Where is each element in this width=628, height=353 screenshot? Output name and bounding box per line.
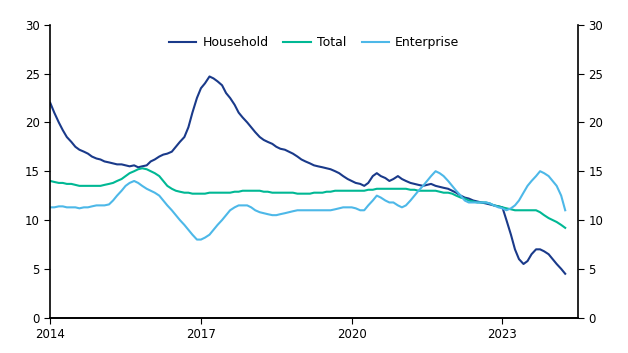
Household — [50, 110, 58, 115]
Enterprise — [348, 205, 355, 209]
Total — [348, 189, 355, 193]
Total — [46, 179, 54, 183]
Total — [201, 192, 208, 196]
Enterprise — [80, 205, 88, 209]
Household — [561, 272, 569, 276]
Total — [147, 169, 154, 173]
Enterprise — [561, 208, 569, 213]
Household — [276, 146, 284, 151]
Household — [46, 101, 54, 105]
Enterprise — [432, 169, 440, 173]
Total — [138, 166, 146, 170]
Line: Enterprise: Enterprise — [50, 171, 565, 240]
Enterprise — [50, 205, 58, 209]
Household — [197, 86, 205, 90]
Enterprise — [201, 235, 208, 240]
Enterprise — [276, 212, 284, 216]
Enterprise — [193, 238, 201, 242]
Household — [80, 150, 88, 154]
Enterprise — [46, 205, 54, 209]
Total — [561, 226, 569, 230]
Line: Total: Total — [50, 168, 565, 228]
Enterprise — [143, 187, 151, 191]
Total — [80, 184, 88, 188]
Household — [143, 163, 151, 167]
Household — [206, 74, 214, 79]
Household — [348, 179, 355, 183]
Total — [276, 191, 284, 195]
Legend: Household, Total, Enterprise: Household, Total, Enterprise — [163, 31, 465, 54]
Total — [50, 180, 58, 184]
Line: Household: Household — [50, 77, 565, 274]
